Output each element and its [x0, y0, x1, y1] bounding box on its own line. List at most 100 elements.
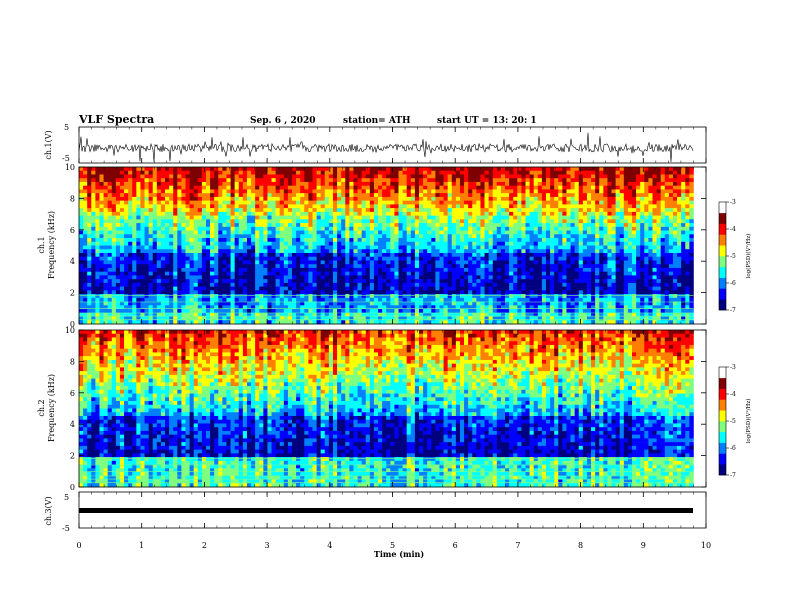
spectrogram-cell — [115, 282, 121, 287]
spectrogram-cell — [435, 267, 440, 272]
spectrogram-cell — [148, 301, 154, 306]
spectrogram-cell — [271, 189, 276, 194]
spectrogram-cell — [234, 174, 240, 179]
spectrogram-cell — [509, 264, 514, 269]
spectrogram-cell — [398, 279, 403, 284]
spectrogram-cell — [111, 223, 117, 228]
spectrogram-cell — [267, 178, 272, 183]
spectrogram-cell — [365, 252, 371, 258]
spectrogram-cell — [304, 211, 309, 216]
spectrogram-cell — [177, 267, 182, 272]
spectrogram-cell — [390, 170, 395, 175]
spectrogram-cell — [509, 200, 514, 205]
spectrogram-cell — [382, 267, 387, 272]
spectrogram-cell — [292, 249, 297, 254]
spectrogram-cell — [419, 286, 424, 291]
spectrogram-cell — [472, 264, 477, 269]
spectrogram-cell — [357, 264, 362, 269]
spectrogram-cell — [246, 208, 252, 213]
spectrogram-cell — [312, 167, 317, 172]
spectrogram-cell — [484, 282, 489, 287]
spectrogram-cell — [382, 178, 387, 183]
spectrogram-cell — [251, 196, 256, 201]
spectrogram-cell — [185, 290, 190, 295]
spectrogram-cell — [390, 185, 395, 190]
spectrogram-cell — [410, 208, 416, 213]
spectrogram-cell — [431, 178, 436, 183]
spectrogram-cell — [427, 305, 432, 310]
spectrogram-cell — [513, 260, 518, 265]
spectrogram-cell — [341, 204, 346, 209]
spectrogram-cell — [312, 170, 317, 175]
spectrogram-cell — [439, 275, 444, 280]
spectrogram-cell — [337, 200, 342, 205]
spectrogram-cell — [189, 215, 194, 220]
spectrogram-cell — [361, 230, 367, 235]
spectrogram-cell — [496, 170, 502, 175]
spectrogram-cell — [394, 282, 399, 287]
spectrogram-cell — [468, 196, 473, 201]
spectrogram-cell — [378, 170, 383, 175]
spectrogram-cell — [398, 167, 403, 172]
spectrogram-cell — [185, 320, 190, 325]
spectrogram-cell — [271, 279, 276, 284]
spectrogram-cell — [382, 275, 387, 280]
spectrogram-cell — [132, 170, 137, 175]
spectrogram-cell — [341, 320, 346, 325]
spectrogram-cell — [464, 305, 469, 310]
spectrogram-cell — [201, 316, 207, 321]
spectrogram-cell — [545, 301, 551, 306]
spectrogram-cell — [287, 181, 293, 186]
spectrogram-cell — [431, 230, 436, 235]
spectrogram-cell — [505, 193, 510, 198]
spectrogram-cell — [365, 260, 371, 265]
spectrogram-cell — [345, 234, 350, 239]
spectrogram-cell — [251, 185, 256, 190]
spectrogram-cell — [500, 294, 506, 299]
spectrogram-cell — [386, 320, 391, 325]
spectrogram-cell — [275, 174, 281, 179]
spectrogram-cell — [201, 260, 207, 265]
spectrogram-cell — [324, 282, 330, 287]
spectrogram-cell — [189, 170, 194, 175]
spectrogram-cell — [492, 252, 498, 258]
spectrogram-cell — [103, 320, 108, 325]
spectrogram-cell — [562, 252, 567, 258]
spectrogram-cell — [382, 238, 387, 243]
spectrogram-cell — [107, 185, 113, 190]
spectrogram-cell — [443, 282, 448, 287]
spectrogram-cell — [537, 238, 543, 243]
spectrogram-cell — [136, 208, 141, 213]
spectrogram-cell — [476, 219, 481, 224]
spectrogram-cell — [238, 305, 244, 310]
spectrogram-cell — [378, 256, 383, 261]
spectrogram-cell — [246, 260, 252, 265]
spectrogram-cell — [263, 249, 268, 254]
spectrogram-cell — [267, 238, 272, 243]
spectrogram-cell — [480, 215, 485, 220]
spectrogram-cell — [484, 174, 489, 179]
spectrogram-cell — [214, 223, 219, 228]
spectrogram-cell — [410, 226, 416, 231]
spectrogram-cell — [558, 241, 563, 246]
spectrogram-cell — [320, 189, 326, 194]
spectrogram-cell — [435, 294, 440, 299]
spectrogram-cell — [431, 238, 436, 243]
spectrogram-cell — [468, 316, 473, 321]
spectrogram-cell — [476, 204, 481, 209]
spectrogram-cell — [124, 200, 129, 205]
spectrogram-cell — [537, 196, 543, 201]
spectrogram-cell — [480, 226, 485, 231]
spectrogram-cell — [464, 260, 469, 265]
spectrogram-cell — [517, 208, 522, 213]
spectrogram-cell — [91, 305, 96, 310]
spectrogram-cell — [173, 208, 178, 213]
spectrogram-cell — [234, 167, 240, 172]
spectrogram-cell — [296, 181, 301, 186]
spectrogram-cell — [459, 238, 465, 243]
spectrogram-cell — [410, 309, 416, 314]
spectrogram-cell — [419, 196, 424, 201]
spectrogram-cell — [435, 279, 440, 284]
spectrogram-cell — [521, 305, 526, 310]
spectrogram-cell — [205, 252, 211, 258]
